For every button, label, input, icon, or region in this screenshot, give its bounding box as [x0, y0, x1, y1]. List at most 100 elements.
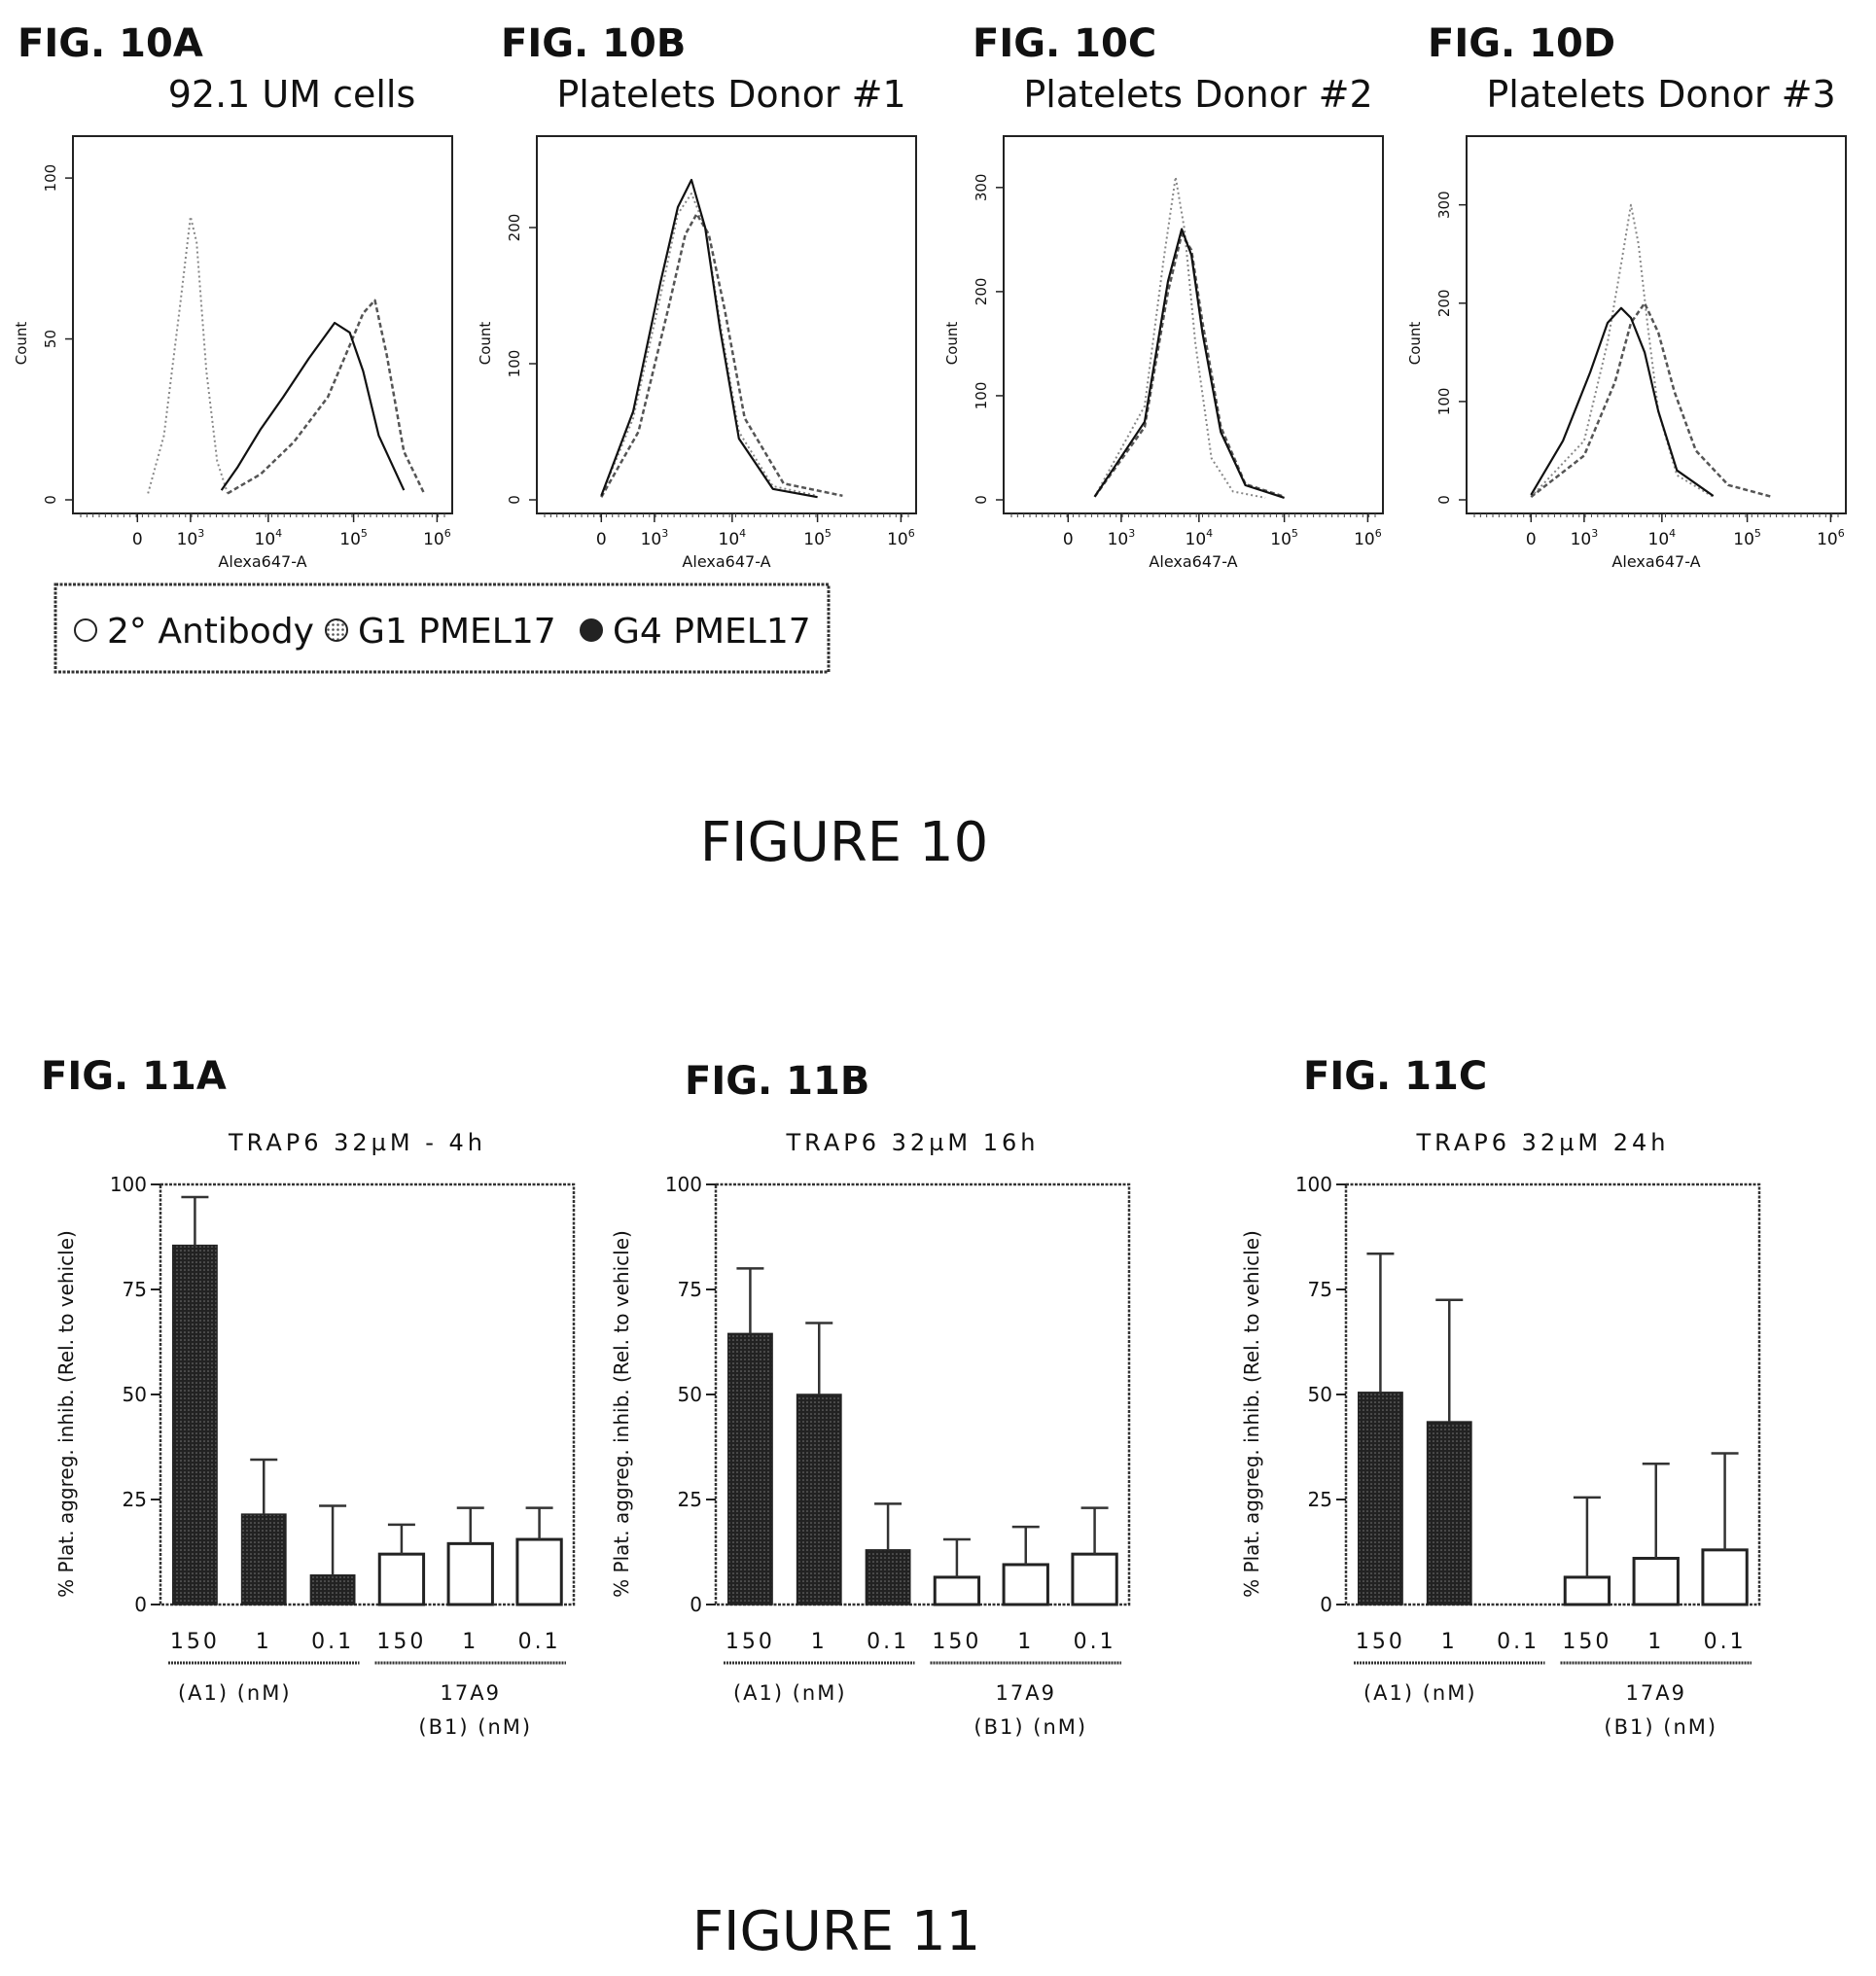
chart-title: Platelets Donor #1 [556, 73, 905, 116]
category-label: 150 [1562, 1630, 1611, 1654]
y-tick-label: 50 [678, 1383, 702, 1406]
category-label: 0.1 [867, 1630, 909, 1654]
y-tick-label: 75 [1308, 1278, 1332, 1301]
y-tick-label: 100 [1295, 1173, 1332, 1196]
x-tick-label: 103 [641, 527, 669, 549]
y-axis-label: Count [1406, 322, 1424, 366]
plot-frame [1344, 1182, 1761, 1606]
panel-label: FIG. 10C [973, 21, 1156, 66]
y-tick-label: 200 [1435, 289, 1453, 317]
y-axis-label: % Plat. aggreg. inhib. (Rel. to vehicle) [54, 1230, 78, 1598]
plot-frame [159, 1182, 576, 1606]
x-tick-label: 104 [1186, 527, 1214, 549]
x-axis-label: Alexa647-A [1611, 552, 1700, 571]
y-tick-label: 0 [42, 495, 59, 505]
category-label: 0.1 [518, 1630, 561, 1654]
bar [1358, 1392, 1403, 1606]
histogram-series-2 [1530, 301, 1773, 499]
legend-label: 2° Antibody [107, 612, 314, 652]
y-tick-label: 0 [1320, 1593, 1332, 1616]
x-tick-label: 105 [1733, 527, 1761, 549]
histogram-panel-1: FIG. 10A 92.1 UM cells 0 50 100 Count 0 103 104 1… [13, 21, 453, 571]
y-tick-label: 50 [42, 330, 59, 348]
group-sublabel: (B1) (nM) [973, 1715, 1087, 1739]
chart-title: 92.1 UM cells [168, 73, 416, 116]
x-tick-label: 105 [1270, 527, 1298, 549]
group-label: 17A9 [996, 1681, 1056, 1705]
x-tick-label: 104 [719, 527, 747, 549]
histogram-panel-3: FIG. 10C Platelets Donor #2 0 100 200 300 Coun… [943, 21, 1384, 571]
y-tick-label: 25 [1308, 1488, 1332, 1511]
category-label: 150 [376, 1630, 426, 1654]
category-label: 1 [1647, 1630, 1664, 1654]
x-tick-label: 0 [1526, 530, 1537, 549]
bar [796, 1394, 842, 1606]
histogram-panel-4: FIG. 10D Platelets Donor #3 0 100 200 300 Coun… [1406, 21, 1847, 571]
y-tick-label: 25 [678, 1488, 702, 1511]
x-tick-exponent: 4 [275, 527, 282, 540]
x-tick-exponent: 5 [1754, 527, 1761, 540]
bar-panel-3: FIG. 11C TRAP6 32µM 24h 0 25 50 75 100 % Plat. … [1240, 1054, 1761, 1739]
x-tick-exponent: 6 [1838, 527, 1845, 540]
x-tick-exponent: 3 [1591, 527, 1598, 540]
panel-label: FIG. 10A [18, 21, 203, 66]
y-tick-label: 100 [665, 1173, 702, 1196]
legend-marker-filled [580, 618, 603, 642]
chart-title: TRAP6 32µM 16h [785, 1129, 1039, 1156]
plot-frame [536, 135, 917, 514]
figure10-legend: 2° Antibody G1 PMEL17 G4 PMEL17 [53, 582, 831, 674]
y-tick-label: 75 [678, 1278, 702, 1301]
plot-frame [1003, 135, 1384, 514]
y-tick-label: 0 [1435, 495, 1453, 505]
histogram-series-2 [227, 299, 426, 495]
x-tick-exponent: 6 [444, 527, 451, 540]
bar [1071, 1552, 1118, 1606]
plot-frame [72, 135, 453, 514]
y-tick-label: 100 [506, 350, 523, 378]
legend-marker-open [74, 618, 97, 642]
bar-panel-2: FIG. 11B TRAP6 32µM 16h 0 25 50 75 100 % Plat. … [610, 1059, 1131, 1739]
x-axis-label: Alexa647-A [218, 552, 306, 571]
chart-title: TRAP6 32µM - 4h [228, 1129, 486, 1156]
bar-panel-1: FIG. 11A TRAP6 32µM - 4h 0 25 50 75 100 % Plat.… [41, 1054, 576, 1739]
bar [1632, 1556, 1680, 1606]
category-label: 150 [170, 1630, 220, 1654]
y-tick-label: 0 [690, 1593, 702, 1616]
x-tick-exponent: 3 [661, 527, 668, 540]
bar [933, 1575, 981, 1606]
y-tick-label: 200 [506, 214, 523, 242]
x-tick-exponent: 5 [1292, 527, 1298, 540]
bar [377, 1552, 426, 1606]
group-label: (A1) (nM) [733, 1681, 847, 1705]
y-tick-label: 100 [973, 382, 990, 410]
y-tick-label: 75 [123, 1278, 147, 1301]
y-tick-label: 0 [134, 1593, 147, 1616]
x-tick-exponent: 3 [1128, 527, 1135, 540]
panel-label: FIG. 10D [1428, 21, 1615, 66]
figure11-caption: FIGURE 11 [692, 1900, 980, 1963]
x-tick-label: 104 [255, 527, 283, 549]
histogram-series-3 [600, 178, 818, 499]
x-tick-label: 103 [1571, 527, 1599, 549]
histogram-series-1 [147, 215, 229, 494]
category-label: 1 [256, 1630, 272, 1654]
category-label: 0.1 [1704, 1630, 1747, 1654]
legend-label: G4 PMEL17 [613, 612, 811, 652]
group-label: (A1) (nM) [1363, 1681, 1477, 1705]
histogram-series-3 [220, 321, 406, 491]
bar [1002, 1563, 1049, 1606]
x-tick-exponent: 5 [361, 527, 368, 540]
legend-box [53, 582, 831, 674]
x-tick-exponent: 4 [739, 527, 746, 540]
x-tick-label: 104 [1648, 527, 1677, 549]
y-axis-label: % Plat. aggreg. inhib. (Rel. to vehicle) [610, 1230, 633, 1598]
histogram-series-2 [600, 212, 843, 498]
y-axis-label: Count [13, 322, 30, 366]
bar [1563, 1575, 1611, 1606]
y-tick-label: 0 [973, 495, 990, 505]
x-tick-exponent: 4 [1206, 527, 1213, 540]
x-tick-label: 0 [1063, 530, 1074, 549]
category-label: 0.1 [1074, 1630, 1116, 1654]
x-tick-label: 0 [596, 530, 607, 549]
